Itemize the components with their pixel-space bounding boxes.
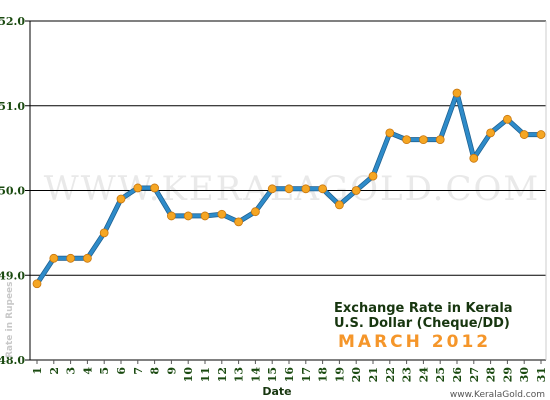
x-tick-label: 31	[535, 367, 548, 382]
data-point-marker	[133, 183, 143, 193]
x-tick-label: 21	[367, 367, 380, 382]
x-tick-label: 6	[115, 367, 128, 375]
x-tick-label: 23	[401, 367, 414, 382]
data-point-marker	[368, 171, 378, 181]
x-tick-label: 19	[333, 367, 346, 382]
data-point-marker	[217, 209, 227, 219]
data-point-marker	[250, 207, 260, 217]
x-tick-label: 29	[501, 367, 514, 382]
x-tick-label: 13	[233, 367, 246, 382]
data-point-marker	[99, 228, 109, 238]
y-tick-label: 49.0	[0, 269, 25, 282]
x-tick-label: 30	[518, 367, 531, 383]
data-point-marker	[502, 114, 512, 124]
data-point-marker	[116, 194, 126, 204]
x-tick-label: 7	[132, 367, 145, 375]
data-point-marker	[32, 279, 42, 289]
x-tick-label: 9	[165, 367, 178, 375]
y-axis-title: Rate in Rupees	[5, 281, 15, 358]
data-point-marker	[166, 211, 176, 221]
x-axis-title: Date	[262, 385, 291, 398]
data-point-marker	[49, 253, 59, 263]
data-point-marker	[234, 217, 244, 227]
x-tick-label: 14	[249, 367, 262, 383]
data-point-marker	[150, 183, 160, 193]
data-point-marker	[83, 253, 92, 263]
data-point-marker	[318, 184, 328, 194]
x-tick-label: 16	[283, 367, 296, 383]
data-point-marker	[469, 153, 479, 163]
y-tick-label: 51.0	[0, 100, 25, 113]
chart-subtitle: MARCH 2012	[338, 332, 491, 352]
y-tick-labels: 48.0 49.0 50.0 51.0 52.0	[0, 15, 25, 367]
x-tick-label: 24	[417, 367, 430, 383]
x-tick-label: 22	[384, 367, 397, 382]
x-tick-label: 10	[182, 367, 195, 383]
data-point-marker	[385, 128, 395, 138]
data-point-marker	[351, 186, 361, 195]
x-tick-label: 17	[300, 367, 313, 382]
y-tick-label: 52.0	[0, 15, 25, 28]
chart-title-line-1: Exchange Rate in Kerala	[334, 301, 513, 316]
x-tick-label: 2	[48, 367, 61, 375]
data-point-marker	[284, 184, 294, 194]
x-tick-label: 1	[31, 367, 44, 375]
data-point-marker	[418, 135, 428, 145]
x-tick-label: 15	[266, 367, 279, 382]
chart-title-line-2: U.S. Dollar (Cheque/DD)	[334, 316, 510, 331]
x-tick-label: 11	[199, 367, 212, 382]
data-point-marker	[200, 211, 210, 221]
data-point-marker	[66, 253, 75, 263]
data-point-marker	[486, 128, 496, 138]
y-tick-label: 48.0	[0, 354, 25, 367]
data-point-marker	[402, 135, 412, 145]
x-tick-label: 3	[65, 367, 78, 375]
x-tick-label: 26	[451, 367, 464, 383]
data-point-marker	[183, 211, 193, 221]
x-tick-label: 25	[434, 367, 447, 382]
x-tick-label: 27	[468, 367, 481, 382]
x-tick-label: 12	[216, 367, 229, 382]
x-tick-label: 5	[98, 367, 111, 375]
x-tick-label: 18	[317, 367, 330, 383]
data-point-marker	[267, 184, 277, 194]
x-tick-label: 4	[81, 367, 94, 375]
x-tick-label: 8	[149, 367, 162, 375]
data-point-marker	[334, 200, 344, 210]
data-point-marker	[301, 184, 311, 194]
data-point-marker	[536, 130, 546, 139]
data-markers	[32, 88, 546, 289]
y-tick-label: 50.0	[0, 185, 25, 198]
data-point-marker	[435, 135, 445, 145]
data-point-marker	[519, 130, 529, 139]
x-tick-labels: 1 2 3 4 5 6 7 8 9 10 11 12 13 14 15 16 17 18 19 20 21 22 23 24 2…	[31, 367, 548, 383]
x-tick-label: 20	[350, 367, 363, 383]
x-tick-label: 28	[485, 367, 498, 383]
credit-text: www.KeralaGold.com	[450, 390, 545, 400]
data-point-marker	[452, 88, 462, 98]
